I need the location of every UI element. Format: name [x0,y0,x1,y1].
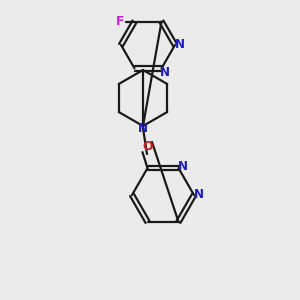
Text: N: N [175,38,185,52]
Text: N: N [160,66,170,79]
Text: O: O [143,140,153,154]
Text: N: N [138,122,148,134]
Text: N: N [194,188,204,202]
Text: N: N [178,160,188,173]
Text: F: F [116,15,125,28]
